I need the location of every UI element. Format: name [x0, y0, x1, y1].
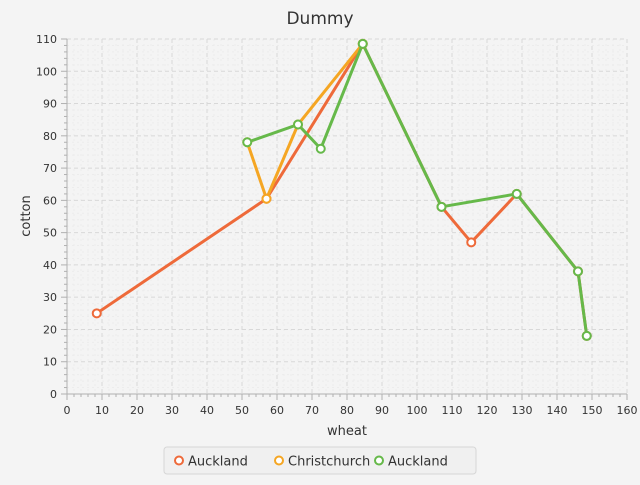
x-tick-label: 160 — [617, 404, 638, 417]
series-line — [245, 42, 365, 201]
data-point[interactable] — [436, 201, 447, 212]
data-point[interactable] — [261, 193, 272, 204]
y-tick-label: 100 — [36, 65, 57, 78]
legend-marker — [374, 455, 384, 466]
x-tick-label: 10 — [95, 404, 109, 417]
legend-marker — [274, 455, 284, 466]
x-tick-label: 0 — [64, 404, 71, 417]
x-tick-label: 50 — [235, 404, 249, 417]
series-0 — [95, 42, 589, 338]
x-tick-label: 90 — [375, 404, 389, 417]
series-2 — [245, 42, 589, 338]
series-line — [95, 42, 589, 338]
x-tick-label: 60 — [270, 404, 284, 417]
y-tick-label: 10 — [43, 356, 57, 369]
chart-title: Dummy — [286, 9, 353, 29]
x-tick-label: 30 — [165, 404, 179, 417]
y-tick-label: 60 — [43, 194, 57, 207]
data-point[interactable] — [573, 266, 583, 277]
x-tick-label: 20 — [130, 404, 144, 417]
x-tick-label: 110 — [442, 404, 463, 417]
y-tick-label: 50 — [43, 227, 57, 240]
data-point[interactable] — [466, 237, 477, 248]
data-point[interactable] — [293, 119, 303, 130]
y-tick-label: 20 — [43, 323, 57, 336]
data-point[interactable] — [581, 330, 592, 341]
data-point[interactable] — [511, 188, 522, 199]
x-tick-label: 140 — [547, 404, 568, 417]
legend-label: Christchurch — [288, 455, 370, 470]
x-tick-label: 100 — [407, 404, 428, 417]
data-point[interactable] — [91, 308, 102, 319]
data-point[interactable] — [357, 38, 368, 49]
series-line — [245, 42, 589, 338]
x-tick-label: 150 — [582, 404, 603, 417]
legend-label: Auckland — [388, 455, 448, 470]
y-tick-label: 90 — [43, 98, 57, 111]
legend-box — [163, 446, 477, 475]
legend-item[interactable]: Auckland — [374, 455, 448, 470]
legend-item[interactable]: Auckland — [174, 455, 248, 470]
y-tick-label: 0 — [50, 388, 57, 401]
legend: Auckland Christchurch Auckland — [163, 446, 477, 475]
data-point[interactable] — [242, 137, 253, 148]
legend-label: Auckland — [188, 455, 248, 470]
y-tick-label: 40 — [43, 259, 57, 272]
x-tick-label: 130 — [512, 404, 533, 417]
y-tick-label: 70 — [43, 162, 57, 175]
axes: 0 10 20 30 40 50 60 70 80 90 100 110 120 130 140 150 160… — [36, 33, 638, 417]
x-tick-label: 70 — [305, 404, 319, 417]
x-tick-label: 80 — [340, 404, 354, 417]
y-axis-label: cotton — [19, 195, 34, 237]
legend-marker — [174, 455, 184, 466]
data-point[interactable] — [315, 143, 326, 154]
grid — [66, 38, 628, 395]
legend-item[interactable]: Christchurch — [274, 455, 370, 470]
y-tick-label: 30 — [43, 291, 57, 304]
x-axis-label: wheat — [327, 424, 367, 439]
y-tick-label: 110 — [36, 33, 57, 46]
series-1 — [245, 42, 365, 201]
y-tick-label: 80 — [43, 130, 57, 143]
x-tick-label: 120 — [477, 404, 498, 417]
series-group — [91, 38, 592, 341]
series-2-markers — [242, 38, 592, 341]
x-tick-label: 40 — [200, 404, 214, 417]
